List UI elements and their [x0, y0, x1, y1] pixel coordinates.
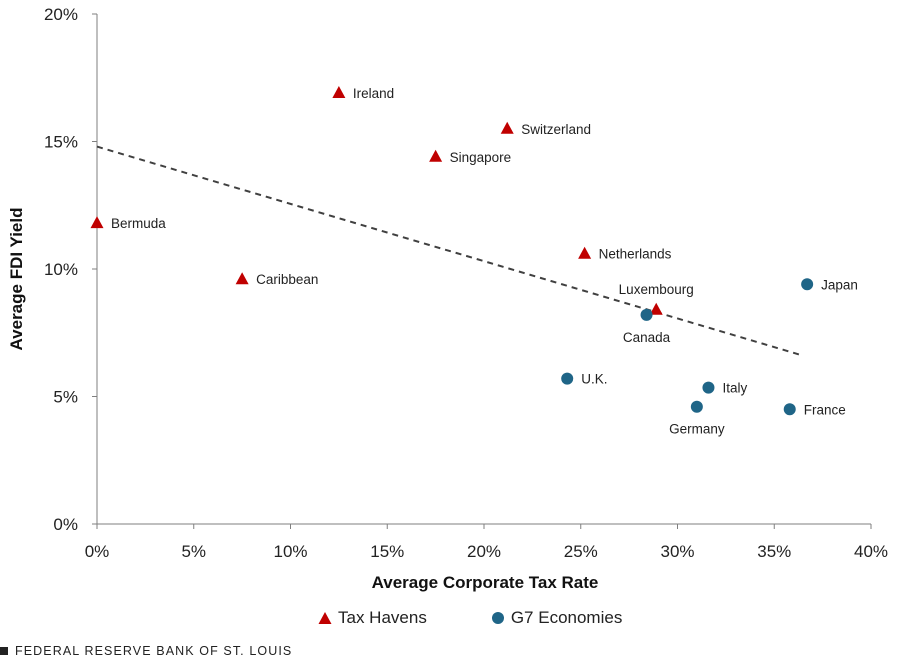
point-switzerland [500, 121, 514, 134]
source-text: FEDERAL RESERVE BANK OF ST. LOUIS [15, 644, 293, 658]
y-tick-label: 10% [44, 260, 78, 279]
point-caribbean [235, 272, 249, 285]
data-points: Bermuda Caribbean Ireland Singapore Switzerl… [90, 86, 858, 437]
point-label-canada: Canada [623, 330, 671, 345]
source-footer: FEDERAL RESERVE BANK OF ST. LOUIS [0, 644, 292, 658]
y-tick-label: 5% [53, 388, 78, 407]
axes-layer [92, 13, 872, 529]
y-axis-title: Average FDI Yield [7, 208, 26, 351]
point-label-ireland: Ireland [353, 86, 394, 101]
point-luxembourg [649, 302, 663, 315]
point-label-france: France [804, 402, 846, 417]
y-tick-label: 0% [53, 515, 78, 534]
point-label-caribbean: Caribbean [256, 272, 318, 287]
point-label-italy: Italy [722, 381, 747, 396]
x-tick-label: 20% [467, 542, 501, 561]
legend-label-g7: G7 Economies [510, 608, 623, 627]
legend-item-g7: G7 Economies [491, 608, 623, 628]
point-netherlands [578, 246, 592, 259]
triangle-marker-icon [318, 612, 332, 624]
x-tick-label: 5% [181, 542, 206, 561]
point-bermuda [90, 216, 104, 229]
circle-marker-icon [491, 612, 504, 624]
x-axis-title: Average Corporate Tax Rate [372, 573, 599, 592]
x-tick-label: 15% [370, 542, 404, 561]
x-tick-label: 0% [85, 542, 110, 561]
tick-labels: 0% 5% 10% 15% 20% 0% 5% 10% 15% 20% 25% 30% 35% 40% [44, 5, 888, 561]
x-tick-label: 40% [854, 542, 888, 561]
y-tick-label: 20% [44, 5, 78, 24]
point-italy [702, 381, 715, 394]
legend: Tax Havens G7 Economies [318, 608, 686, 628]
point-label-singapore: Singapore [450, 150, 512, 165]
x-tick-label: 30% [660, 542, 694, 561]
point-japan [801, 278, 814, 291]
x-tick-label: 35% [757, 542, 791, 561]
scatter-chart: 0% 5% 10% 15% 20% 0% 5% 10% 15% 20% 25% 30% 35% 40% B… [7, 5, 888, 592]
point-singapore [429, 149, 443, 162]
point-label-switzerland: Switzerland [521, 122, 591, 137]
x-tick-label: 10% [273, 542, 307, 561]
trend-line [96, 145, 804, 357]
point-label-bermuda: Bermuda [111, 216, 166, 231]
point-ireland [332, 86, 346, 99]
legend-label-tax-havens: Tax Havens [338, 608, 427, 627]
point-canada [640, 308, 653, 321]
point-label-germany: Germany [669, 422, 725, 437]
point-u-k [561, 372, 574, 385]
legend-item-tax-havens: Tax Havens [318, 608, 427, 628]
y-tick-label: 15% [44, 133, 78, 152]
point-label-luxembourg: Luxembourg [619, 282, 694, 297]
point-label-u-k: U.K. [581, 372, 607, 387]
point-germany [690, 400, 703, 413]
point-label-japan: Japan [821, 277, 858, 292]
x-tick-label: 25% [564, 542, 598, 561]
square-icon [0, 647, 8, 655]
point-label-netherlands: Netherlands [599, 247, 672, 262]
point-france [783, 403, 796, 416]
